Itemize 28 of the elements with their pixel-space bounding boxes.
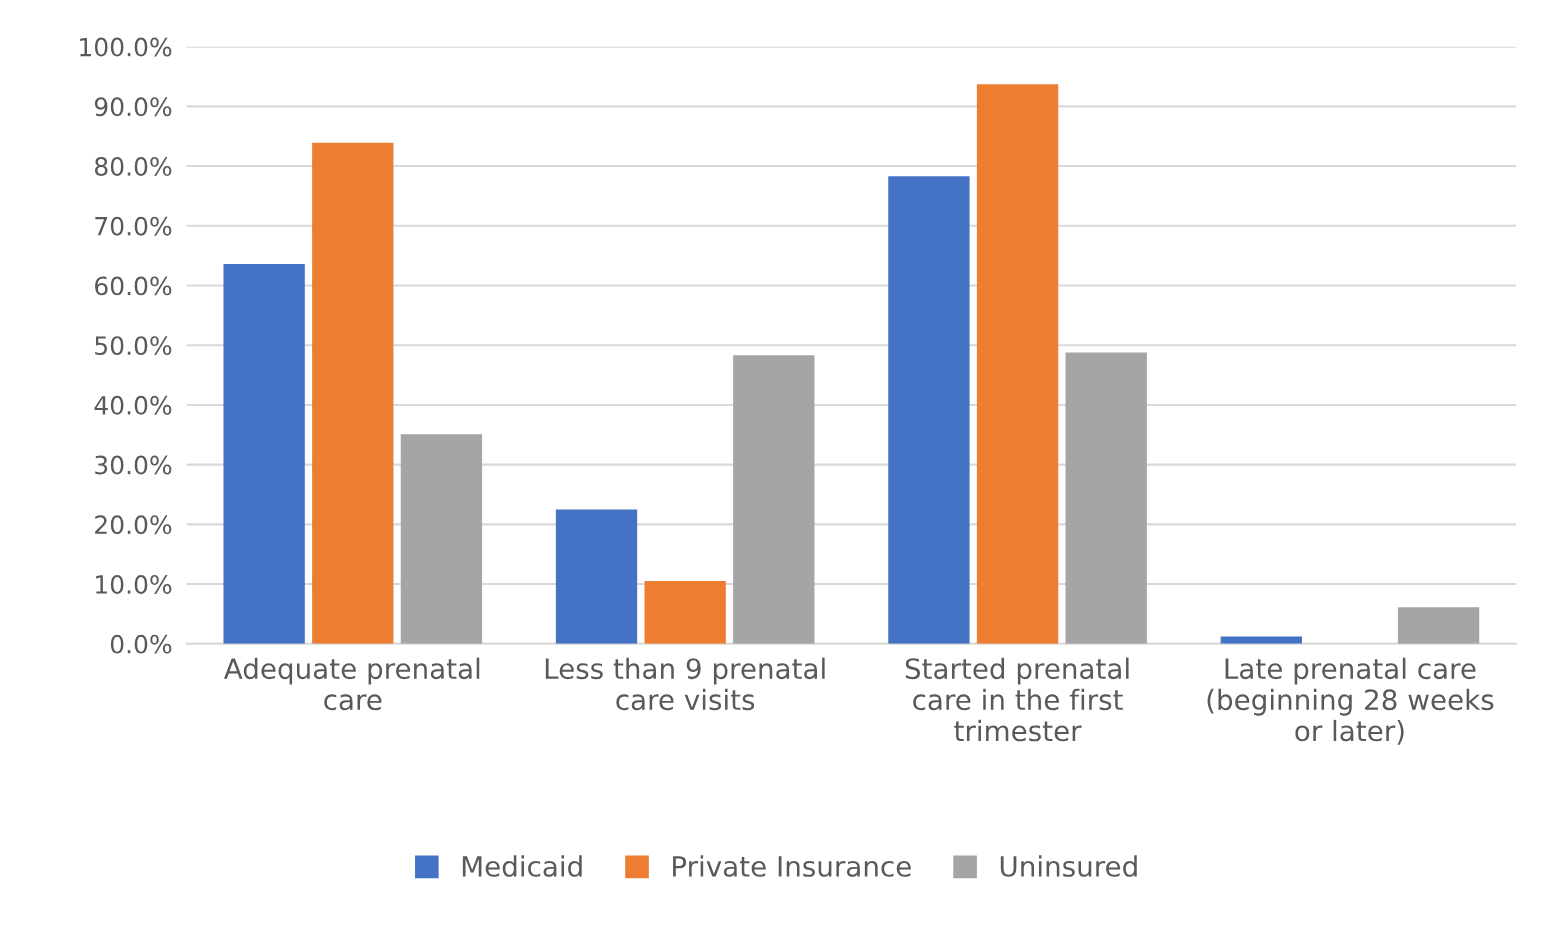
y-tick-label: 60.0% [95, 276, 172, 296]
bar [888, 176, 970, 644]
y-tick-label: 20.0% [95, 515, 172, 535]
legend-label: Uninsured [1000, 855, 1137, 877]
bar [976, 84, 1059, 644]
y-tick-label: 80.0% [94, 157, 172, 176]
bar [644, 581, 726, 644]
y-tick-label: 0.0% [110, 634, 172, 654]
bar [1065, 352, 1147, 644]
x-tick-label: Started prenatal care in the first trimester [905, 657, 1129, 742]
legend-label: Private Insurance [673, 855, 911, 877]
bar [400, 434, 483, 644]
y-tick-label: 30.0% [95, 455, 172, 475]
bar [223, 264, 305, 644]
y-tick-label: 70.0% [95, 216, 172, 236]
y-tick-label: 100.0% [80, 37, 172, 57]
y-tick-label: 90.0% [94, 97, 172, 117]
x-tick-label: Late prenatal care (beginning 28 weeks or later) [1207, 657, 1494, 745]
bar [555, 509, 638, 644]
x-tick-label: Adequate prenatal care [223, 657, 480, 711]
legend-label: Medicaid [462, 855, 582, 877]
y-tick-label: 40.0% [94, 395, 172, 415]
y-tick-label: 50.0% [95, 336, 172, 356]
bar [733, 355, 815, 644]
x-tick-label: Less than 9 prenatal care visits [545, 657, 825, 711]
y-tick-label: 10.0% [96, 575, 172, 594]
bar [312, 142, 394, 644]
bar [1397, 607, 1480, 644]
